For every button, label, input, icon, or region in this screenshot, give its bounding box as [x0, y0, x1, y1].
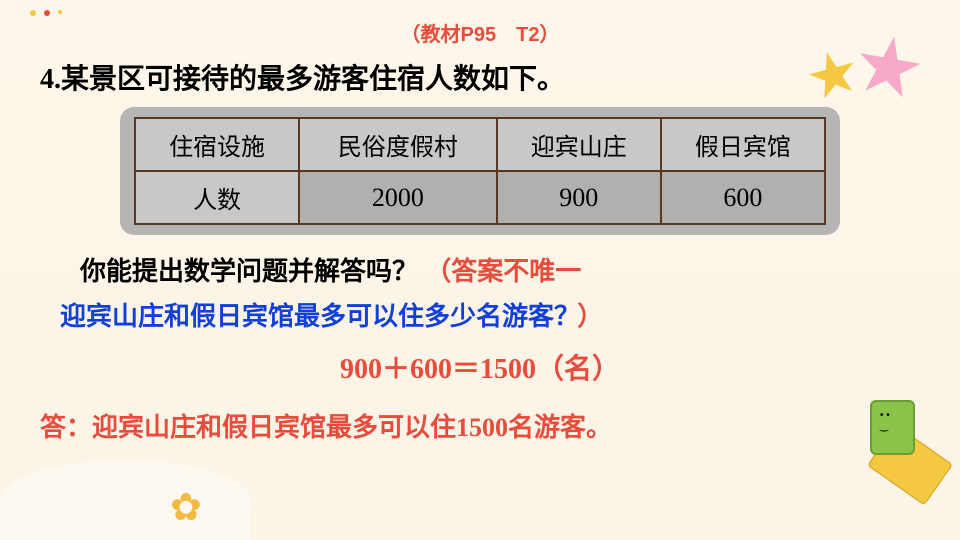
decorative-dots [30, 10, 62, 16]
sub-question-text: 迎宾山庄和假日宾馆最多可以住多少名游客？ [60, 301, 580, 331]
calculation-expr: 900＋600＝1500 [340, 354, 536, 385]
answer-line: 答：迎宾山庄和假日宾馆最多可以住1500名游客。 [0, 399, 960, 452]
table-header: 假日宾馆 [661, 118, 825, 171]
sub-question-line: 迎宾山庄和假日宾馆最多可以住多少名游客？ ） [0, 294, 960, 335]
prompt-note: （答案不唯一 [425, 257, 581, 286]
table-header: 民俗度假村 [299, 118, 497, 171]
table-cell-label: 人数 [135, 171, 299, 224]
book-character: • •‿ [860, 390, 940, 480]
question-text: 某景区可接待的最多游客住宿人数如下。 [61, 63, 565, 94]
data-table: 住宿设施 民俗度假村 迎宾山庄 假日宾馆 人数 2000 900 600 [134, 117, 826, 225]
calculation-line: 900＋600＝1500（名） [0, 335, 960, 399]
flower-decoration: ✿ [170, 485, 202, 530]
cloud-decoration [0, 460, 250, 540]
prompt-text: 你能提出数学问题并解答吗？ [80, 256, 418, 286]
table-cell: 900 [497, 171, 661, 224]
prompt-line: 你能提出数学问题并解答吗？ （答案不唯一 [0, 235, 960, 294]
table-header: 迎宾山庄 [497, 118, 661, 171]
prompt-note-close: ） [577, 302, 603, 331]
table-header: 住宿设施 [135, 118, 299, 171]
table-cell: 2000 [299, 171, 497, 224]
data-table-wrap: 住宿设施 民俗度假村 迎宾山庄 假日宾馆 人数 2000 900 600 [120, 107, 840, 235]
table-cell: 600 [661, 171, 825, 224]
question-number: 4. [40, 64, 61, 95]
answer-label: 答： [40, 413, 92, 442]
table-header-row: 住宿设施 民俗度假村 迎宾山庄 假日宾馆 [135, 118, 825, 171]
table-row: 人数 2000 900 600 [135, 171, 825, 224]
source-reference: （教材P95 T2） [0, 0, 960, 47]
calculation-unit: （名） [536, 354, 620, 385]
answer-text: 迎宾山庄和假日宾馆最多可以住1500名游客。 [92, 413, 612, 442]
